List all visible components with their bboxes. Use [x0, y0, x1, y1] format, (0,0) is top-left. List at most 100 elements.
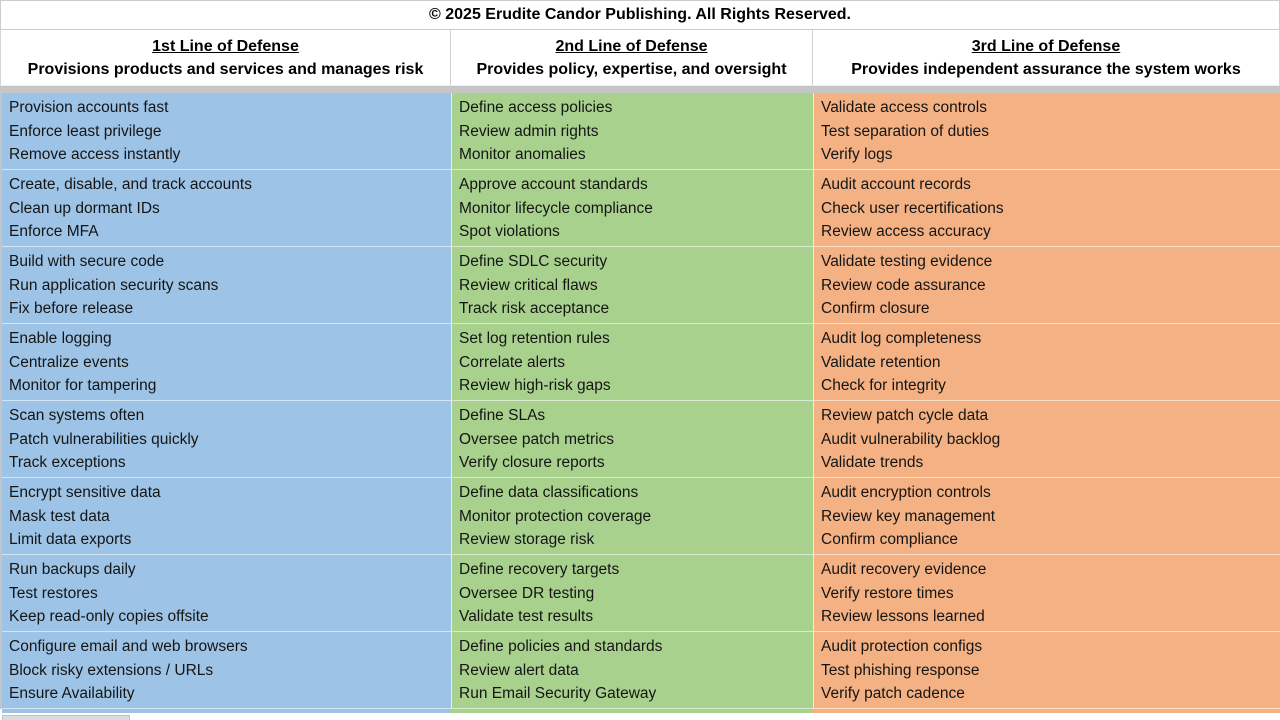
cell-r2-c1: Create, disable, and track accounts Clea…	[2, 170, 452, 247]
cell-line: Review alert data	[459, 661, 579, 679]
cell-line: Check user recertifications	[821, 199, 1004, 217]
cell-line: Remove access instantly	[9, 146, 181, 164]
cell-line: Enforce MFA	[9, 223, 99, 241]
cell-line: Correlate alerts	[459, 353, 565, 371]
table-header-row: 1st Line of Defense Provisions products …	[0, 30, 1280, 85]
cell-r3-c1: Build with secure code Run application s…	[2, 247, 452, 324]
cell-line: Audit protection configs	[821, 638, 983, 655]
cell-r2-c3: Audit account records Check user recerti…	[814, 170, 1280, 247]
header-third-line-of-defense: 3rd Line of Defense Provides independent…	[813, 30, 1279, 85]
cell-r7-c3: Audit recovery evidence Verify restore t…	[814, 555, 1280, 632]
sliver-cell-green	[450, 709, 812, 713]
cell-line: Oversee DR testing	[459, 584, 595, 602]
cell-line: Oversee patch metrics	[459, 430, 615, 448]
cell-line: Run Email Security Gateway	[459, 685, 657, 703]
cell-r2-c2: Approve account standards Monitor lifecy…	[452, 170, 814, 247]
cell-line: Clean up dormant IDs	[9, 199, 160, 217]
cell-r6-c2: Define data classifications Monitor prot…	[452, 478, 814, 555]
cell-line: Monitor protection coverage	[459, 507, 652, 525]
cell-line: Audit encryption controls	[821, 484, 991, 501]
table-body-grid: Provision accounts fast Enforce least pr…	[0, 93, 1280, 709]
cell-line: Audit account records	[821, 176, 971, 193]
copyright-text: © 2025 Erudite Candor Publishing. All Ri…	[429, 6, 851, 23]
cell-line: Validate trends	[821, 454, 924, 472]
cell-line: Review lessons learned	[821, 608, 985, 626]
cutoff-next-row-sliver	[2, 709, 1280, 713]
sliver-cell-blue	[2, 709, 450, 713]
cell-line: Monitor lifecycle compliance	[459, 199, 653, 217]
cell-line: Fix before release	[9, 300, 134, 318]
header-first-line-of-defense: 1st Line of Defense Provisions products …	[1, 30, 451, 85]
cell-line: Verify closure reports	[459, 454, 605, 472]
cell-line: Validate testing evidence	[821, 253, 993, 270]
cell-r5-c3: Review patch cycle data Audit vulnerabil…	[814, 401, 1280, 478]
cell-r5-c2: Define SLAs Oversee patch metrics Verify…	[452, 401, 814, 478]
cell-line: Test separation of duties	[821, 122, 990, 140]
cell-line: Define SDLC security	[459, 253, 608, 270]
cell-r4-c1: Enable logging Centralize events Monitor…	[2, 324, 452, 401]
cell-line: Spot violations	[459, 223, 560, 241]
cell-line: Review access accuracy	[821, 223, 991, 241]
cell-line: Validate retention	[821, 353, 941, 371]
cell-r8-c3: Audit protection configs Test phishing r…	[814, 632, 1280, 709]
header-title-1: 1st Line of Defense	[152, 37, 299, 55]
cell-r7-c2: Define recovery targets Oversee DR testi…	[452, 555, 814, 632]
cell-r6-c1: Encrypt sensitive data Mask test data Li…	[2, 478, 452, 555]
cell-line: Test phishing response	[821, 661, 980, 679]
bottom-left-fragment	[2, 715, 130, 720]
cell-r4-c2: Set log retention rules Correlate alerts…	[452, 324, 814, 401]
header-subtitle-2: Provides policy, expertise, and oversigh…	[476, 60, 787, 78]
header-subtitle-3: Provides independent assurance the syste…	[851, 60, 1241, 78]
cell-r8-c1: Configure email and web browsers Block r…	[2, 632, 452, 709]
header-title-3: 3rd Line of Defense	[971, 37, 1121, 55]
cell-line: Keep read-only copies offsite	[9, 608, 209, 626]
cell-line: Review code assurance	[821, 276, 986, 294]
cell-line: Check for integrity	[821, 377, 946, 395]
cell-line: Scan systems often	[9, 407, 145, 424]
cell-line: Create, disable, and track accounts	[9, 176, 252, 193]
cell-r1-c1: Provision accounts fast Enforce least pr…	[2, 93, 452, 170]
header-title-2: 2nd Line of Defense	[555, 37, 708, 55]
cell-line: Monitor anomalies	[459, 146, 586, 164]
cell-line: Build with secure code	[9, 253, 165, 270]
cell-r4-c3: Audit log completeness Validate retentio…	[814, 324, 1280, 401]
cell-line: Verify logs	[821, 146, 893, 164]
cell-r3-c2: Define SDLC security Review critical fla…	[452, 247, 814, 324]
cell-line: Monitor for tampering	[9, 377, 157, 395]
cell-line: Provision accounts fast	[9, 99, 169, 116]
cell-line: Audit recovery evidence	[821, 561, 987, 578]
cell-line: Enforce least privilege	[9, 122, 162, 140]
cell-line: Define recovery targets	[459, 561, 620, 578]
header-second-line-of-defense: 2nd Line of Defense Provides policy, exp…	[451, 30, 813, 85]
header-body-divider	[0, 85, 1280, 93]
cell-line: Confirm closure	[821, 300, 930, 318]
cell-line: Define policies and standards	[459, 638, 663, 655]
cell-line: Review key management	[821, 507, 996, 525]
cell-line: Define access policies	[459, 99, 613, 116]
cell-line: Configure email and web browsers	[9, 638, 248, 655]
sliver-cell-orange	[812, 709, 1280, 713]
cell-line: Block risky extensions / URLs	[9, 661, 214, 679]
cell-line: Audit log completeness	[821, 330, 982, 347]
cell-line: Define data classifications	[459, 484, 639, 501]
cell-line: Audit vulnerability backlog	[821, 430, 1001, 448]
cell-line: Review high-risk gaps	[459, 377, 611, 395]
cell-line: Define SLAs	[459, 407, 546, 424]
cell-line: Encrypt sensitive data	[9, 484, 161, 501]
cell-line: Review critical flaws	[459, 276, 598, 294]
cell-r1-c2: Define access policies Review admin righ…	[452, 93, 814, 170]
cell-line: Verify restore times	[821, 584, 954, 602]
cell-r7-c1: Run backups daily Test restores Keep rea…	[2, 555, 452, 632]
cell-line: Centralize events	[9, 353, 129, 371]
cell-line: Track risk acceptance	[459, 300, 610, 318]
cell-r3-c3: Validate testing evidence Review code as…	[814, 247, 1280, 324]
cell-line: Run backups daily	[9, 561, 136, 578]
cell-line: Ensure Availability	[9, 685, 135, 703]
cell-line: Set log retention rules	[459, 330, 610, 347]
cell-line: Patch vulnerabilities quickly	[9, 430, 199, 448]
cell-line: Validate test results	[459, 608, 594, 626]
cell-line: Verify patch cadence	[821, 685, 965, 703]
cell-line: Review storage risk	[459, 531, 595, 549]
cell-line: Validate access controls	[821, 99, 987, 116]
